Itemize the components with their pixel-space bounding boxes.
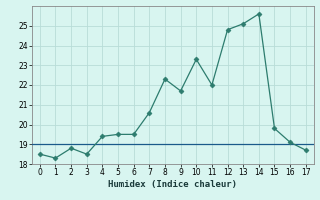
X-axis label: Humidex (Indice chaleur): Humidex (Indice chaleur) bbox=[108, 180, 237, 189]
